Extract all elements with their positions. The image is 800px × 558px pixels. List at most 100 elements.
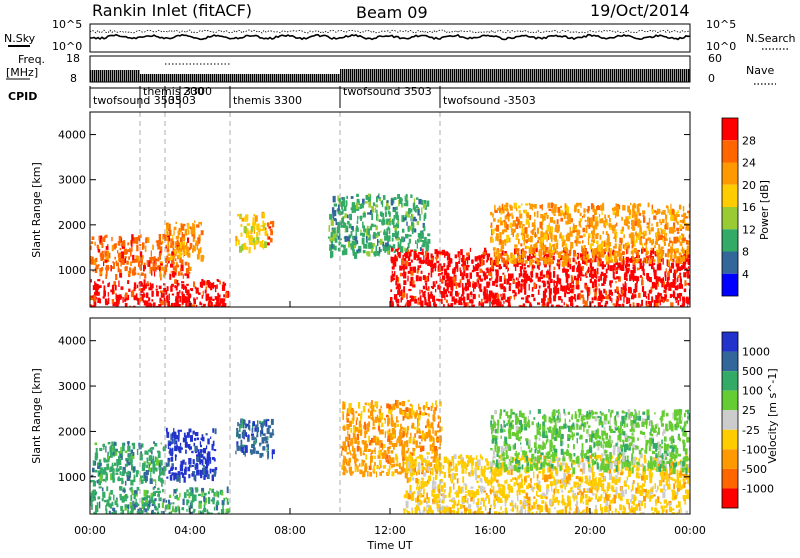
power-cell <box>344 206 347 211</box>
freq-bar <box>642 69 643 82</box>
power-cell <box>503 220 505 222</box>
vel-cell <box>388 469 391 475</box>
power-cell <box>606 296 609 300</box>
power-cell <box>241 215 243 218</box>
power-cell <box>649 290 652 292</box>
power-cell <box>352 244 354 250</box>
vel-cell <box>245 432 247 437</box>
freq-bar <box>98 70 99 82</box>
vel-cell <box>107 452 109 455</box>
vel-cell <box>163 446 165 451</box>
freq-bar <box>274 74 275 82</box>
freq-bar <box>338 74 339 82</box>
freq-label-line1: Freq. <box>18 53 45 66</box>
vel-cell <box>172 448 174 455</box>
vel-cell <box>392 404 395 410</box>
vel-cell <box>212 457 215 460</box>
power-cell <box>559 252 561 258</box>
vel-cell <box>270 432 273 438</box>
vel-cell <box>186 509 187 512</box>
power-cell <box>550 217 553 223</box>
power-cell <box>613 272 615 279</box>
power-cell <box>169 230 172 236</box>
vel-cell <box>373 436 376 440</box>
power-cell <box>462 275 465 280</box>
vel-cell <box>148 450 151 452</box>
freq-bar <box>154 74 155 82</box>
power-cell <box>489 278 491 281</box>
colorbar-swatch <box>722 274 738 296</box>
power-cell <box>416 255 418 258</box>
freq-bar <box>464 69 465 82</box>
vel-cell <box>395 400 397 406</box>
power-cell <box>166 237 168 241</box>
vel-cell <box>407 417 410 420</box>
freq-bar <box>490 69 491 82</box>
power-cell <box>549 279 552 283</box>
vel-cell <box>90 480 92 483</box>
power-cell <box>409 252 411 257</box>
vel-cell <box>345 437 348 442</box>
power-cell <box>117 250 118 253</box>
power-cell <box>522 228 525 233</box>
power-cell <box>102 243 104 248</box>
power-cell <box>334 204 337 207</box>
power-cell <box>391 248 393 252</box>
freq-bar <box>564 69 565 82</box>
power-cell <box>126 261 129 265</box>
power-cell <box>592 248 594 250</box>
freq-bar <box>122 70 123 82</box>
power-cell <box>647 276 650 281</box>
power-cell <box>549 288 552 294</box>
power-cell <box>518 206 521 209</box>
power-cell <box>602 249 604 255</box>
vel-cell <box>137 449 138 455</box>
power-cell <box>187 225 189 230</box>
power-cell <box>181 291 183 295</box>
power-cell <box>503 296 506 300</box>
power-cell <box>132 255 134 261</box>
power-cell <box>401 237 404 243</box>
vel-cell <box>93 481 96 487</box>
power-cell <box>659 277 661 281</box>
freq-bar <box>142 74 143 82</box>
power-cell <box>566 278 568 282</box>
power-cell <box>633 276 636 281</box>
power-cell <box>388 227 390 231</box>
power-cell <box>582 228 585 233</box>
freq-bar <box>636 69 637 82</box>
vel-cell <box>96 448 98 454</box>
power-cell <box>156 306 158 310</box>
power-cell <box>368 194 370 197</box>
power-cell <box>643 291 646 297</box>
freq-bar <box>350 69 351 82</box>
vel-cell <box>142 510 144 513</box>
power-cell <box>175 258 176 261</box>
vel-cell <box>399 430 401 434</box>
power-cell <box>496 284 498 287</box>
freq-bar <box>268 74 269 82</box>
power-cell <box>679 273 681 276</box>
vel-cell <box>171 474 172 480</box>
power-cell <box>519 281 521 287</box>
vel-cell <box>359 421 361 428</box>
power-cell <box>580 277 582 281</box>
power-cell <box>538 290 540 295</box>
power-cell <box>416 205 418 208</box>
power-cell <box>115 274 117 280</box>
power-cell <box>515 292 517 296</box>
vel-cell <box>214 507 215 511</box>
vel-cell <box>342 401 344 405</box>
freq-bar <box>266 74 267 82</box>
freq-bar <box>178 74 179 82</box>
vel-cell <box>435 400 437 405</box>
power-cell <box>520 284 522 291</box>
power-cell <box>112 245 114 251</box>
vel-cell <box>170 434 172 440</box>
freq-bar <box>598 69 599 82</box>
power-cell <box>338 205 340 212</box>
vel-cell <box>399 463 401 469</box>
power-cell <box>583 234 586 237</box>
power-cell <box>532 287 534 292</box>
vel-cell <box>168 460 170 467</box>
